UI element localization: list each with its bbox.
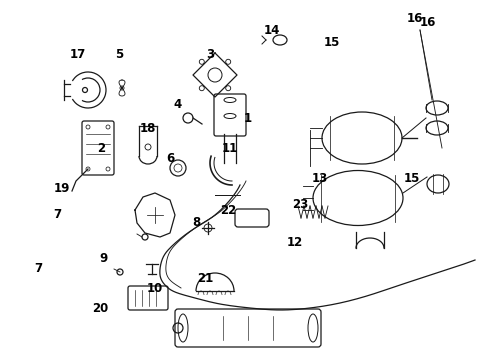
Ellipse shape: [224, 113, 236, 118]
Ellipse shape: [425, 121, 447, 135]
Ellipse shape: [425, 101, 447, 115]
Text: 20: 20: [92, 302, 108, 315]
FancyBboxPatch shape: [82, 121, 114, 175]
Ellipse shape: [307, 314, 317, 342]
Text: 12: 12: [286, 235, 303, 248]
Text: 13: 13: [311, 171, 327, 184]
Text: 5: 5: [115, 49, 123, 62]
Text: 15: 15: [403, 171, 419, 184]
Ellipse shape: [224, 98, 236, 103]
Text: 7: 7: [53, 208, 61, 221]
Text: 8: 8: [191, 216, 200, 230]
Ellipse shape: [312, 171, 402, 225]
Text: 10: 10: [146, 282, 163, 294]
Ellipse shape: [426, 175, 448, 193]
Text: 18: 18: [140, 122, 156, 135]
Text: 3: 3: [205, 49, 214, 62]
Text: 21: 21: [197, 271, 213, 284]
Text: 14: 14: [263, 23, 280, 36]
Text: 9: 9: [99, 252, 107, 265]
Text: 2: 2: [97, 141, 105, 154]
Text: 6: 6: [165, 152, 174, 165]
Text: 17: 17: [70, 49, 86, 62]
Text: 16: 16: [419, 15, 435, 28]
FancyBboxPatch shape: [175, 309, 320, 347]
Ellipse shape: [272, 35, 286, 45]
Text: 19: 19: [54, 181, 70, 194]
Text: 11: 11: [222, 141, 238, 154]
Text: 22: 22: [220, 203, 236, 216]
Ellipse shape: [207, 68, 222, 82]
Text: 7: 7: [34, 261, 42, 274]
Ellipse shape: [321, 112, 401, 164]
Text: 1: 1: [244, 112, 251, 125]
Text: 16: 16: [406, 12, 422, 24]
Text: 15: 15: [323, 36, 340, 49]
FancyBboxPatch shape: [235, 209, 268, 227]
Ellipse shape: [178, 314, 187, 342]
Text: 4: 4: [174, 99, 182, 112]
FancyBboxPatch shape: [214, 94, 245, 136]
FancyBboxPatch shape: [128, 286, 168, 310]
Text: 23: 23: [291, 198, 307, 211]
